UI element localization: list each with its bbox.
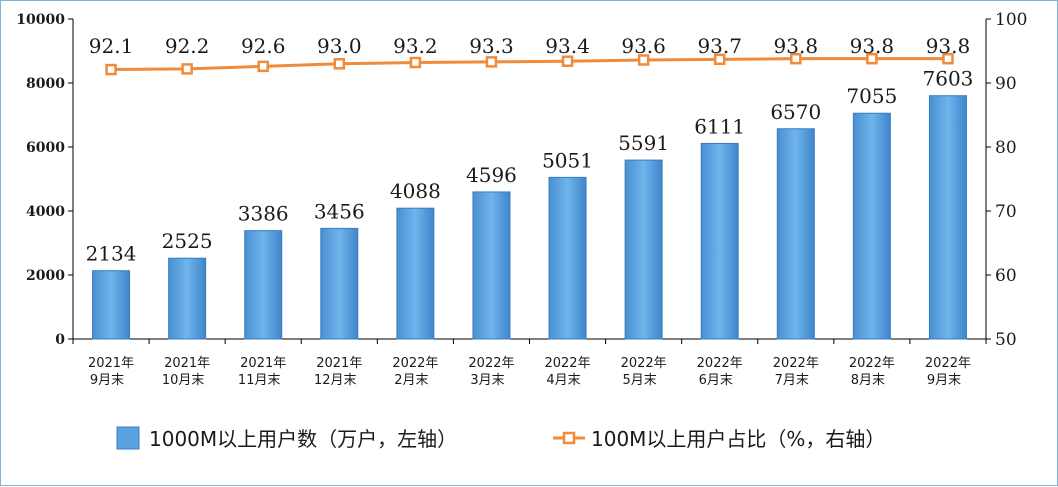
y-left-tick-label: 2000 [26,268,65,284]
line-data-label: 93.8 [926,34,971,58]
x-tick-label: 2022年 8月末 [849,356,895,388]
x-tick-label: 2021年 11月末 [238,356,286,388]
x-tick-label: 2022年 4月末 [544,356,590,388]
line-data-label: 93.2 [393,34,438,58]
bar-data-label: 6111 [694,114,745,138]
x-tick-label: 2021年 12月末 [314,356,362,388]
x-tick-label: 2022年 6月末 [697,356,743,388]
line-point [561,55,574,67]
bar [776,128,815,340]
line-data-label: 93.6 [621,34,666,58]
bar [168,257,207,340]
bar-data-label: 6570 [770,100,821,124]
line-data-label: 93.7 [697,34,742,58]
x-tick-label: 2021年 10月末 [162,356,210,388]
line-data-label: 93.4 [545,34,590,58]
bar-data-label: 5051 [542,148,593,172]
bar-data-label: 4088 [390,179,441,203]
y-left-tick-label: 10000 [16,12,65,28]
legend-line-label: 100M以上用户占比（%，右轴） [591,427,885,451]
bar [624,159,663,340]
y-right-tick-label: 60 [995,266,1017,286]
bar-data-label: 5591 [618,131,669,155]
x-tick-label: 2022年 2月末 [392,356,438,388]
line-point [942,52,954,65]
x-tick-label: 2021年 9月末 [88,356,134,388]
line-series: 92.1 92.2 92.6 93.0 93.2 93.3 93.4 93.6 93.7 93.8… [89,34,971,76]
series-line [111,57,948,72]
bar-data-label: 2134 [86,242,137,266]
bar [92,270,131,340]
line-point [409,56,422,69]
line-data-label: 92.6 [241,34,286,58]
line-data-label: 93.8 [850,34,895,58]
line-data-label: 92.1 [89,34,134,58]
y-right-tick-label: 70 [995,202,1017,222]
bar [320,227,359,340]
y-left-tick-label: 8000 [26,76,65,92]
line-data-label: 93.0 [317,34,362,58]
bar [852,112,891,340]
line-point [181,63,193,75]
line-data-label: 92.2 [165,34,210,58]
legend-line-marker [562,431,576,445]
line-data-label: 93.3 [469,34,514,58]
bar [928,95,967,340]
bar-series: 2134 2525 3386 3456 4088 4596 5051 5591 6111 6570… [86,67,974,340]
line-point [713,53,726,66]
legend-bar-label: 1000M以上用户数（万户，左轴） [149,427,457,451]
y-left-tick-label: 4000 [26,204,65,220]
bar-data-label: 3456 [314,199,365,223]
bar-data-label: 3386 [238,202,289,226]
bar-data-label: 2525 [162,229,213,253]
bar [244,230,283,340]
y-right-tick-label: 50 [995,330,1017,350]
y-left-tick-label: 0 [55,332,65,348]
x-tick-label: 2022年 7月末 [773,356,819,388]
line-point [105,63,117,76]
y-right-tick-label: 90 [995,74,1017,94]
line-point [485,56,498,68]
line-point [866,52,878,65]
line-data-label: 93.8 [774,34,819,58]
x-tick-label: 2022年 3月末 [468,356,514,388]
bar-data-label: 7055 [846,84,897,108]
y-left-tick-label: 6000 [26,140,65,156]
bar [548,176,587,340]
bar [396,207,435,340]
legend-bar-swatch [116,426,140,450]
line-point [257,60,269,73]
y-right-tick-label: 80 [995,138,1017,158]
bar-data-label: 7603 [923,67,974,91]
line-point [333,58,346,70]
axes: 0 2000 4000 6000 8000 10000 50 60 70 80 90 100 2021年… [16,10,1027,388]
x-tick-label: 2022年 9月末 [925,356,971,388]
bar [472,191,511,340]
bar [700,142,739,340]
bar-data-label: 4596 [466,163,517,187]
legend: 1000M以上用户数（万户，左轴） 100M以上用户占比（%，右轴） [116,426,885,451]
line-point [637,54,650,66]
line-point [790,52,802,65]
x-tick-label: 2022年 5月末 [621,356,667,388]
y-right-tick-label: 100 [995,10,1027,30]
